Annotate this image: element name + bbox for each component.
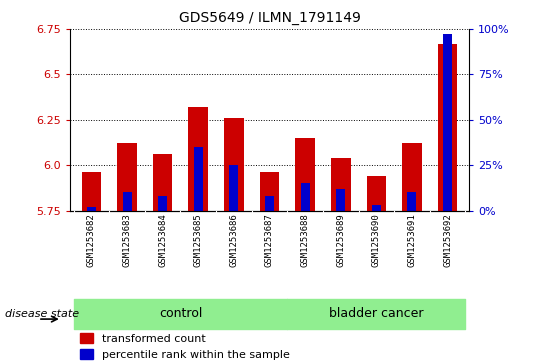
Bar	[331, 158, 350, 211]
Text: GSM1253683: GSM1253683	[122, 213, 132, 267]
Bar	[367, 176, 386, 211]
Text: GSM1253688: GSM1253688	[301, 213, 309, 267]
Bar	[118, 143, 137, 211]
Bar	[230, 165, 238, 211]
Bar	[443, 34, 452, 211]
Text: GSM1253682: GSM1253682	[87, 213, 96, 267]
Bar	[122, 192, 132, 211]
Text: GSM1253685: GSM1253685	[194, 213, 203, 267]
Text: GSM1253692: GSM1253692	[443, 213, 452, 267]
Text: bladder cancer: bladder cancer	[329, 307, 424, 321]
Bar	[372, 205, 381, 211]
Legend: transformed count, percentile rank within the sample: transformed count, percentile rank withi…	[75, 329, 295, 363]
Text: GSM1253684: GSM1253684	[158, 213, 167, 267]
Bar	[153, 154, 172, 211]
Text: GSM1253689: GSM1253689	[336, 213, 345, 267]
Bar	[81, 172, 101, 211]
Bar	[336, 189, 345, 211]
Bar	[402, 143, 421, 211]
Text: GSM1253686: GSM1253686	[230, 213, 238, 267]
Bar	[260, 172, 279, 211]
Text: GSM1253691: GSM1253691	[407, 213, 417, 267]
Bar	[87, 207, 96, 211]
Bar	[189, 107, 208, 211]
Bar	[295, 138, 315, 211]
Bar	[224, 118, 244, 211]
Text: control: control	[159, 307, 202, 321]
Text: GSM1253690: GSM1253690	[372, 213, 381, 267]
Bar	[301, 183, 309, 211]
Bar	[438, 44, 458, 211]
Text: GSM1253687: GSM1253687	[265, 213, 274, 267]
Text: disease state: disease state	[5, 309, 80, 319]
Bar	[158, 196, 167, 211]
Bar	[407, 192, 417, 211]
Bar	[194, 147, 203, 211]
Bar	[265, 196, 274, 211]
Title: GDS5649 / ILMN_1791149: GDS5649 / ILMN_1791149	[178, 11, 361, 25]
